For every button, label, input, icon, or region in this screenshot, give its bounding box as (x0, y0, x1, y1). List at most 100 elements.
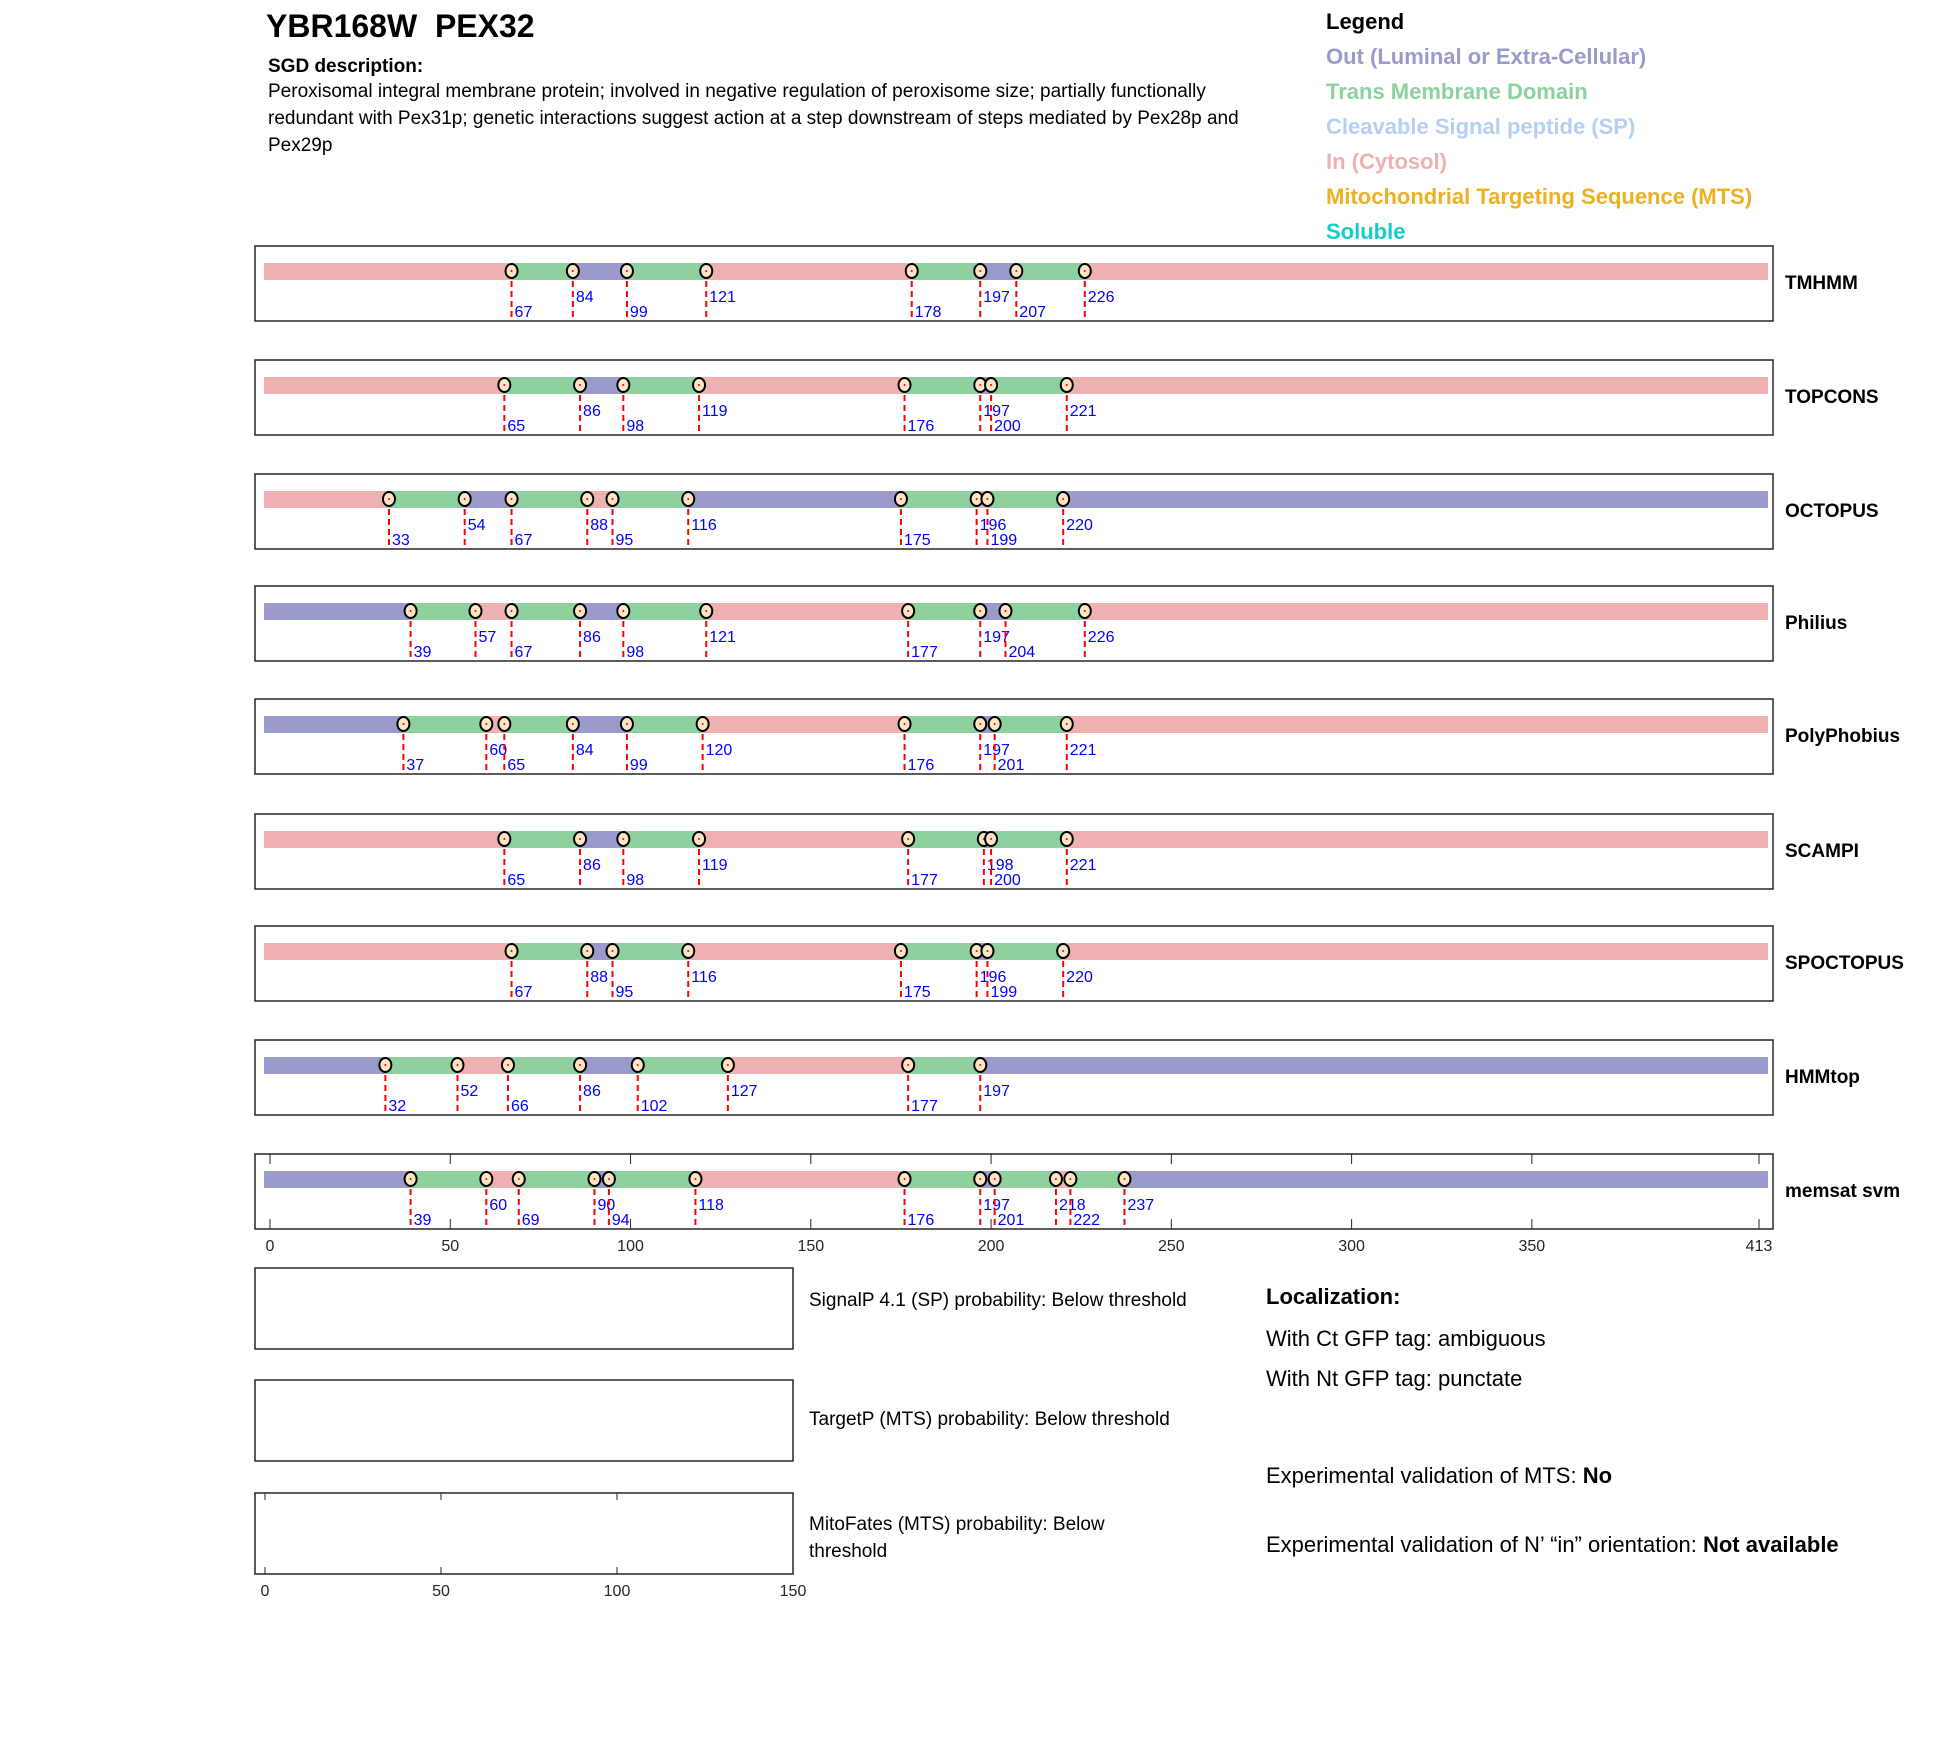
probability-panel (254, 1379, 794, 1462)
boundary-marker-dot (910, 270, 913, 272)
boundary-label: 200 (994, 418, 1021, 435)
boundary-marker-dot (485, 723, 488, 725)
x-tick-label: 150 (797, 1238, 824, 1255)
boundary-label: 57 (479, 629, 497, 646)
boundary-label: 52 (460, 1083, 478, 1100)
boundary-label: 198 (987, 857, 1014, 874)
x-tick-label: 300 (1338, 1238, 1365, 1255)
region-tm (410, 603, 476, 620)
boundary-label: 86 (583, 1083, 601, 1100)
boundary-label: 175 (904, 984, 931, 1001)
boundary-marker-dot (402, 723, 405, 725)
x-tick-label: 0 (261, 1583, 270, 1600)
region-tm (623, 831, 700, 848)
legend-item-sp: Cleavable Signal peptide (SP) (1326, 114, 1636, 139)
boundary-marker-dot (579, 838, 582, 840)
legend-item-tm: Trans Membrane Domain (1326, 79, 1588, 104)
boundary-label: 201 (998, 1212, 1025, 1229)
boundary-label: 178 (915, 304, 942, 321)
region-tm (511, 491, 588, 508)
region-in (1066, 716, 1768, 733)
boundary-marker-dot (979, 1064, 982, 1066)
region-tm (994, 716, 1067, 733)
boundary-label: 175 (904, 532, 931, 549)
region-tm (1005, 603, 1085, 620)
boundary-label: 197 (983, 1197, 1010, 1214)
boundary-marker-dot (409, 1178, 412, 1180)
region-tm (608, 1171, 696, 1188)
region-tm (388, 491, 465, 508)
boundary-marker-dot (510, 950, 513, 952)
region-tm (623, 377, 700, 394)
boundary-marker-dot (1065, 723, 1068, 725)
boundary-marker-dot (387, 498, 390, 500)
boundary-marker-dot (979, 723, 982, 725)
boundary-marker-dot (485, 1178, 488, 1180)
boundary-label: 99 (630, 304, 648, 321)
region-tm (911, 263, 981, 280)
region-tm (908, 603, 981, 620)
region-tm (385, 1057, 458, 1074)
region-out (688, 491, 901, 508)
x-tick-label: 413 (1746, 1238, 1773, 1255)
track-hmmtop: 32 52 66 86 102 127 177 197 HMMtop (254, 1039, 1860, 1116)
boundary-label: 226 (1088, 629, 1115, 646)
boundary-marker-dot (975, 950, 978, 952)
boundary-label: 197 (983, 289, 1010, 306)
orientation-validation-value: Not available (1702, 1532, 1839, 1557)
boundary-marker-dot (622, 610, 625, 612)
region-in (264, 377, 505, 394)
boundary-label: 220 (1066, 969, 1093, 986)
x-tick-label: 100 (604, 1583, 631, 1600)
region-tm (904, 1171, 981, 1188)
region-in (457, 1057, 508, 1074)
legend-item-mts: Mitochondrial Targeting Sequence (MTS) (1326, 184, 1753, 209)
boundary-marker-dot (993, 723, 996, 725)
boundary-marker-dot (1065, 838, 1068, 840)
method-name: HMMtop (1785, 1067, 1860, 1088)
region-in (1066, 831, 1768, 848)
mts-validation-value: No (1582, 1463, 1613, 1488)
region-out (572, 716, 627, 733)
boundary-label: 201 (998, 757, 1025, 774)
region-tm (511, 603, 581, 620)
boundary-marker-dot (510, 270, 513, 272)
boundary-label: 127 (731, 1083, 758, 1100)
region-out (980, 1057, 1768, 1074)
track-frame (254, 698, 1774, 775)
boundary-marker-dot (1054, 1178, 1057, 1180)
region-in (688, 943, 901, 960)
region-out (264, 1171, 411, 1188)
boundary-marker-dot (698, 384, 701, 386)
boundary-label: 95 (616, 984, 634, 1001)
region-out (572, 263, 627, 280)
region-out (980, 603, 1006, 620)
boundary-marker-dot (726, 1064, 729, 1066)
boundary-marker-dot (903, 1178, 906, 1180)
boundary-marker-dot (503, 723, 506, 725)
region-tm (900, 491, 977, 508)
page-title: YBR168W PEX32 (266, 8, 535, 44)
boundary-marker-dot (903, 723, 906, 725)
region-tm (511, 943, 588, 960)
region-tm (987, 943, 1064, 960)
sgd-description-heading: SGD description: (268, 56, 424, 77)
boundary-label: 120 (706, 742, 733, 759)
region-tm (987, 491, 1064, 508)
region-out (580, 1057, 638, 1074)
region-tm (626, 263, 707, 280)
boundary-marker-dot (636, 1064, 639, 1066)
nt-gfp-localization: With Nt GFP tag: punctate (1266, 1366, 1523, 1391)
boundary-label: 199 (990, 984, 1017, 1001)
boundary-marker-dot (474, 610, 477, 612)
method-name: TMHMM (1785, 273, 1858, 294)
x-tick-label: 350 (1519, 1238, 1546, 1255)
region-tm (504, 716, 573, 733)
region-out (580, 831, 624, 848)
region-out (980, 263, 1017, 280)
x-tick-label: 0 (266, 1238, 275, 1255)
targetp-label: TargetP (MTS) probability: Below thresho… (809, 1409, 1170, 1430)
boundary-marker-dot (593, 1178, 596, 1180)
